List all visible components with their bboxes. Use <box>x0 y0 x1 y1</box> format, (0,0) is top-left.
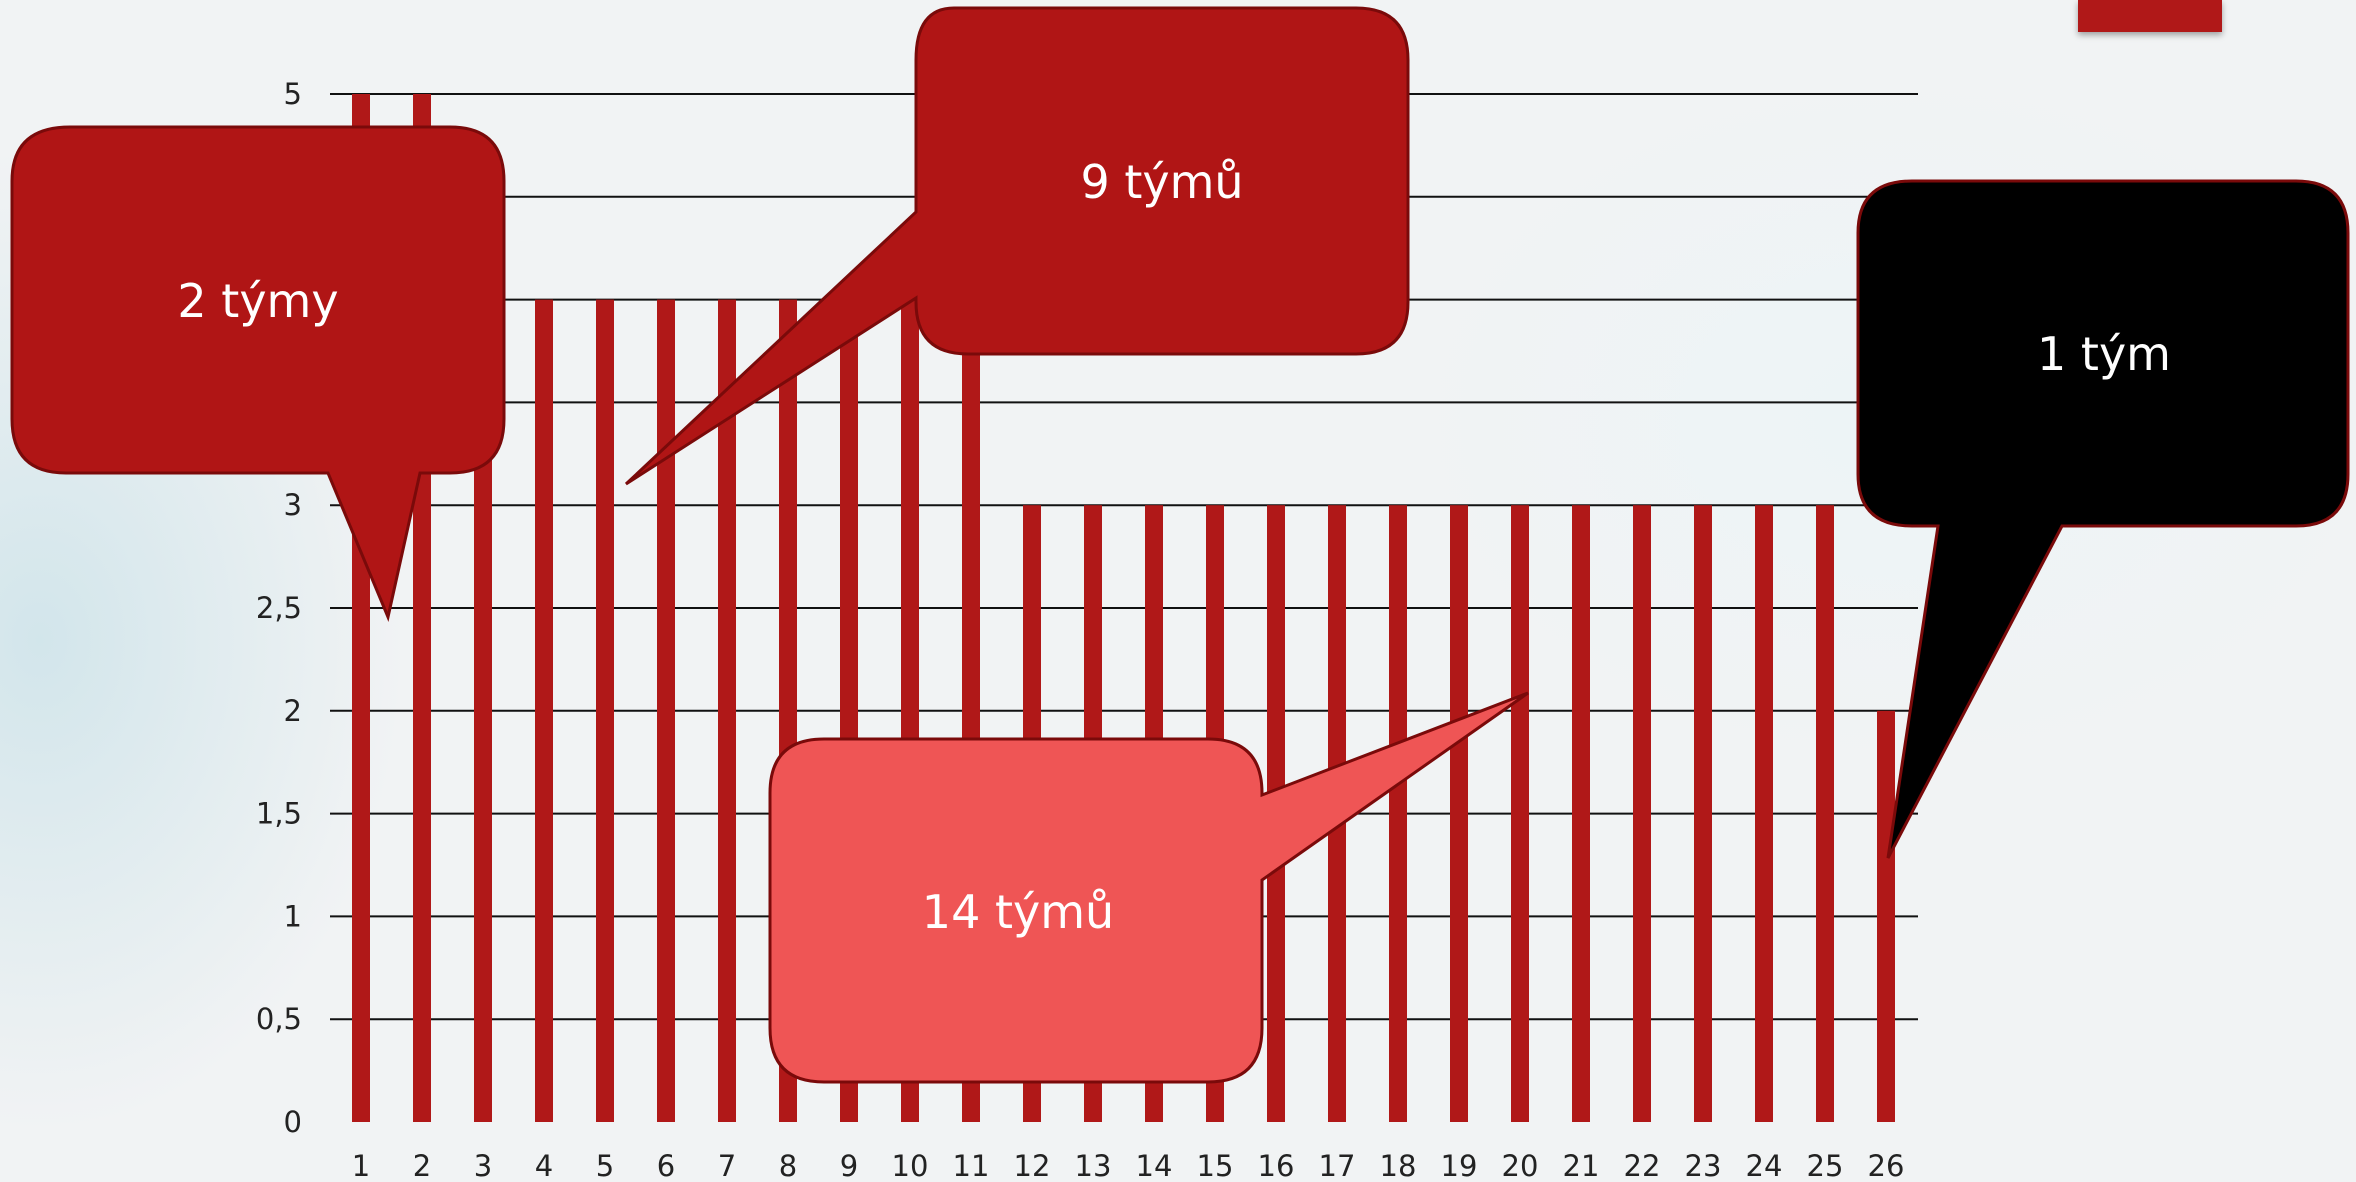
bar <box>596 299 614 1123</box>
y-tick-label: 1 <box>284 899 302 933</box>
callout-1-team-shape <box>1856 179 2350 859</box>
callout-1-team-label: 1 tým <box>2037 327 2171 381</box>
x-tick-label: 14 <box>1136 1149 1173 1182</box>
y-tick-label: 5 <box>284 77 302 111</box>
y-tick-label: 2 <box>284 694 302 728</box>
x-tick-label: 22 <box>1624 1149 1661 1182</box>
x-tick-label: 9 <box>840 1149 858 1182</box>
callout-14-teams-label: 14 týmů <box>922 885 1114 939</box>
callout-14-teams: 14 týmů <box>768 691 1529 1084</box>
x-tick-label: 24 <box>1746 1149 1783 1182</box>
x-tick-label: 2 <box>413 1149 431 1182</box>
x-tick-label: 25 <box>1807 1149 1844 1182</box>
bar <box>718 299 736 1123</box>
callout-2-teams-shape <box>10 125 506 622</box>
bar <box>535 299 553 1123</box>
x-tick-label: 6 <box>657 1149 675 1182</box>
x-tick-label: 26 <box>1868 1149 1905 1182</box>
x-tick-label: 17 <box>1319 1149 1356 1182</box>
bar <box>1755 505 1773 1122</box>
bar <box>474 299 492 1123</box>
x-tick-label: 11 <box>953 1149 990 1182</box>
callout-2-teams: 2 týmy <box>10 125 506 622</box>
x-tick-label: 8 <box>779 1149 797 1182</box>
bar <box>1633 505 1651 1122</box>
callout-9-teams-shape <box>624 6 1410 486</box>
bar <box>1694 505 1712 1122</box>
bar <box>657 299 675 1123</box>
bar <box>1816 505 1834 1122</box>
x-tick-label: 5 <box>596 1149 614 1182</box>
x-tick-label: 21 <box>1563 1149 1600 1182</box>
callout-9-teams-label: 9 týmů <box>1080 155 1243 209</box>
x-tick-label: 7 <box>718 1149 736 1182</box>
bar <box>1450 505 1468 1122</box>
y-tick-label: 1,5 <box>256 797 302 831</box>
y-tick-label: 3 <box>284 488 302 522</box>
x-tick-label: 13 <box>1075 1149 1112 1182</box>
x-tick-label: 20 <box>1502 1149 1539 1182</box>
x-tick-label: 3 <box>474 1149 492 1182</box>
x-tick-label: 23 <box>1685 1149 1722 1182</box>
x-axis-tick-labels: 1 2 3 4 5 6 7 8 9 10 11 12 13 14 15 16 17 18 19 20 21 22 23 24 2… <box>352 1149 1905 1182</box>
bar <box>1389 505 1407 1122</box>
callout-9-teams: 9 týmů <box>624 6 1410 486</box>
callout-2-teams-label: 2 týmy <box>177 274 338 328</box>
callout-14-teams-shape <box>768 691 1529 1084</box>
y-axis-tick-labels: 0 0,5 1 1,5 2 2,5 3 5 <box>256 77 302 1139</box>
x-tick-label: 12 <box>1014 1149 1051 1182</box>
x-tick-label: 18 <box>1380 1149 1417 1182</box>
x-tick-label: 1 <box>352 1149 370 1182</box>
bar <box>1511 505 1529 1122</box>
y-tick-label: 2,5 <box>256 591 302 625</box>
bar <box>1572 505 1590 1122</box>
corner-accent-rectangle <box>2078 0 2222 32</box>
bar <box>1877 710 1895 1122</box>
callout-1-team: 1 tým <box>1856 179 2350 859</box>
x-tick-label: 10 <box>892 1149 929 1182</box>
y-tick-label: 0,5 <box>256 1002 302 1036</box>
x-tick-label: 4 <box>535 1149 553 1182</box>
x-tick-label: 16 <box>1258 1149 1295 1182</box>
x-tick-label: 15 <box>1197 1149 1234 1182</box>
y-tick-label: 0 <box>284 1105 302 1139</box>
x-tick-label: 19 <box>1441 1149 1478 1182</box>
